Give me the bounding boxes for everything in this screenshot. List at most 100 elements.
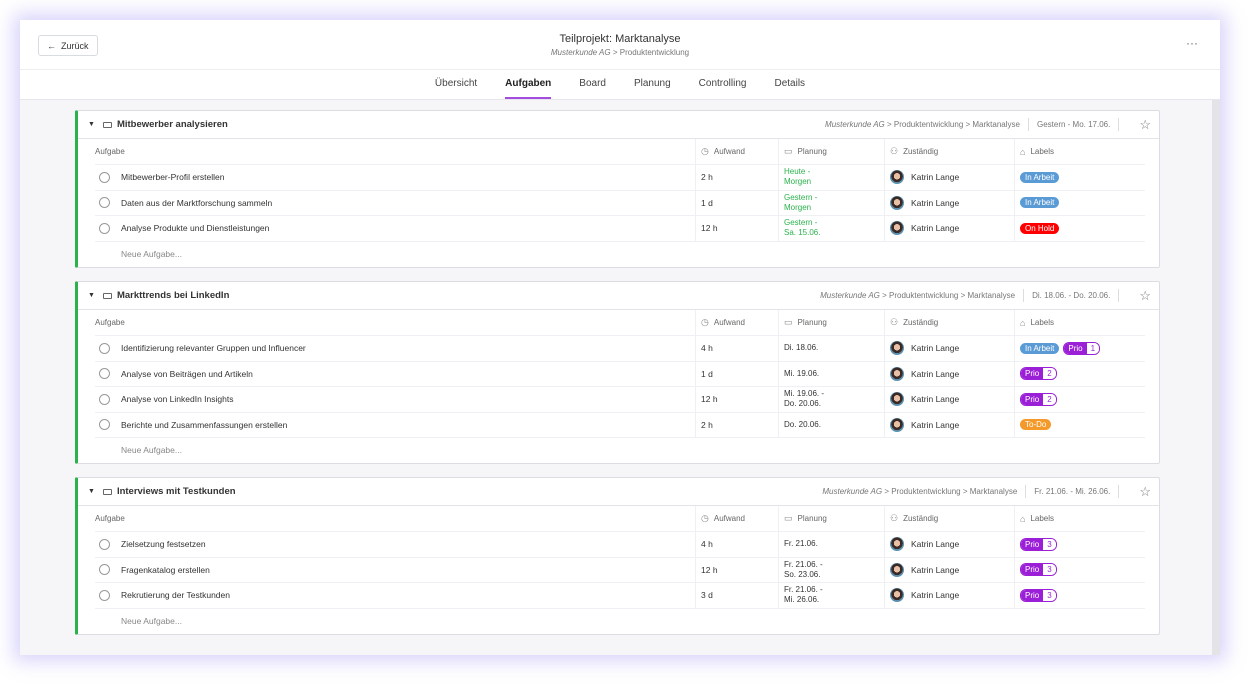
task-name[interactable]: Analyse Produkte und Dienstleistungen <box>121 223 270 234</box>
status-label[interactable]: In Arbeit <box>1020 342 1060 354</box>
complete-checkbox[interactable] <box>99 197 110 209</box>
task-labels[interactable]: To-Do <box>1014 412 1145 437</box>
prio-label[interactable]: Prio 3 <box>1020 588 1057 602</box>
task-assignee[interactable]: Katrin Lange <box>884 216 1014 241</box>
tab-controlling[interactable]: Controlling <box>698 78 747 89</box>
complete-checkbox[interactable] <box>99 342 110 354</box>
prio-label[interactable]: Prio 2 <box>1020 367 1057 381</box>
task-assignee[interactable]: Katrin Lange <box>884 412 1014 437</box>
tab-übersicht[interactable]: Übersicht <box>434 78 478 89</box>
task-row[interactable]: Fragenkatalog erstellen 12 h Fr. 21.06. … <box>95 557 1145 583</box>
task-labels[interactable]: Prio 2 <box>1014 387 1145 412</box>
task-name[interactable]: Berichte und Zusammenfassungen erstellen <box>121 419 288 430</box>
task-effort[interactable]: 4 h <box>695 532 778 557</box>
collapse-triangle-icon[interactable]: ▼ <box>88 121 95 128</box>
task-planning[interactable]: Di. 18.06. <box>778 336 884 361</box>
task-row[interactable]: Mitbewerber-Profil erstellen 2 h Heute -… <box>95 165 1145 191</box>
task-planning[interactable]: Gestern - Sa. 15.06. <box>778 216 884 241</box>
task-name[interactable]: Analyse von LinkedIn Insights <box>121 394 234 405</box>
task-planning[interactable]: Fr. 21.06. - Mi. 26.06. <box>778 583 884 608</box>
task-planning[interactable]: Mi. 19.06. <box>778 361 884 386</box>
complete-checkbox[interactable] <box>99 564 110 576</box>
task-row[interactable]: Analyse Produkte und Dienstleistungen 12… <box>95 216 1145 242</box>
group-title[interactable]: Mitbewerber analysieren <box>116 119 228 130</box>
task-row[interactable]: Analyse von Beiträgen und Artikeln 1 d M… <box>95 361 1145 387</box>
star-icon[interactable]: ☆ <box>1139 116 1151 132</box>
complete-checkbox[interactable] <box>99 419 110 431</box>
task-planning[interactable]: Do. 20.06. <box>778 412 884 437</box>
prio-label[interactable]: Prio 3 <box>1020 537 1057 551</box>
task-assignee[interactable]: Katrin Lange <box>884 361 1014 386</box>
complete-checkbox[interactable] <box>99 589 110 601</box>
star-icon[interactable]: ☆ <box>1139 483 1151 499</box>
task-assignee[interactable]: Katrin Lange <box>884 583 1014 608</box>
task-effort[interactable]: 12 h <box>695 387 778 412</box>
task-assignee[interactable]: Katrin Lange <box>884 387 1014 412</box>
task-assignee[interactable]: Katrin Lange <box>884 336 1014 361</box>
task-row[interactable]: Identifizierung relevanter Gruppen und I… <box>95 336 1145 362</box>
task-planning[interactable]: Fr. 21.06. <box>778 532 884 557</box>
task-row[interactable]: Analyse von LinkedIn Insights 12 h Mi. 1… <box>95 387 1145 413</box>
task-labels[interactable]: Prio 3 <box>1014 557 1145 582</box>
task-effort[interactable]: 12 h <box>695 216 778 241</box>
task-row[interactable]: Daten aus der Marktforschung sammeln 1 d… <box>95 190 1145 216</box>
task-name[interactable]: Identifizierung relevanter Gruppen und I… <box>121 343 306 354</box>
task-effort[interactable]: 3 d <box>695 583 778 608</box>
group-title[interactable]: Markttrends bei LinkedIn <box>116 290 230 301</box>
prio-label[interactable]: Prio 1 <box>1063 341 1101 355</box>
complete-checkbox[interactable] <box>99 393 110 405</box>
back-button[interactable]: ← Zurück <box>38 35 98 56</box>
task-labels[interactable]: Prio 2 <box>1014 361 1145 386</box>
status-label[interactable]: In Arbeit <box>1020 171 1060 183</box>
scrollbar[interactable] <box>1212 100 1220 655</box>
task-labels[interactable]: Prio 3 <box>1014 532 1145 557</box>
new-task-input[interactable]: Neue Aufgabe... <box>121 615 182 626</box>
task-row[interactable]: Rekrutierung der Testkunden 3 d Fr. 21.0… <box>95 583 1145 609</box>
complete-checkbox[interactable] <box>99 538 110 550</box>
task-effort[interactable]: 2 h <box>695 412 778 437</box>
tab-details[interactable]: Details <box>774 78 806 89</box>
task-labels[interactable]: On Hold <box>1014 216 1145 241</box>
task-effort[interactable]: 2 h <box>695 165 778 190</box>
task-effort[interactable]: 12 h <box>695 557 778 582</box>
task-labels[interactable]: In Arbeit <box>1014 190 1145 215</box>
task-assignee[interactable]: Katrin Lange <box>884 557 1014 582</box>
new-task-input[interactable]: Neue Aufgabe... <box>121 445 182 455</box>
status-label[interactable]: To-Do <box>1020 419 1052 431</box>
task-labels[interactable]: In Arbeit Prio 1 <box>1014 336 1145 361</box>
collapse-triangle-icon[interactable]: ▼ <box>88 488 95 495</box>
status-label[interactable]: In Arbeit <box>1020 197 1060 209</box>
collapse-triangle-icon[interactable]: ▼ <box>88 292 95 299</box>
task-effort[interactable]: 1 d <box>695 190 778 215</box>
task-labels[interactable]: Prio 3 <box>1014 583 1145 608</box>
task-planning[interactable]: Gestern - Morgen <box>778 190 884 215</box>
task-planning[interactable]: Fr. 21.06. - So. 23.06. <box>778 557 884 582</box>
status-label[interactable]: On Hold <box>1020 222 1060 234</box>
task-assignee[interactable]: Katrin Lange <box>884 190 1014 215</box>
task-effort[interactable]: 4 h <box>695 336 778 361</box>
new-task-input[interactable]: Neue Aufgabe... <box>121 248 182 259</box>
tab-board[interactable]: Board <box>579 78 606 89</box>
tab-planung[interactable]: Planung <box>633 78 671 89</box>
task-row[interactable]: Berichte und Zusammenfassungen erstellen… <box>95 412 1145 438</box>
task-name[interactable]: Fragenkatalog erstellen <box>121 564 210 575</box>
complete-checkbox[interactable] <box>99 368 110 380</box>
star-icon[interactable]: ☆ <box>1139 287 1151 303</box>
task-name[interactable]: Daten aus der Marktforschung sammeln <box>121 197 273 208</box>
task-labels[interactable]: In Arbeit <box>1014 165 1145 190</box>
breadcrumb-project[interactable]: Produktentwicklung <box>619 48 690 57</box>
task-planning[interactable]: Heute - Morgen <box>778 165 884 190</box>
complete-checkbox[interactable] <box>99 222 110 234</box>
breadcrumb-customer[interactable]: Musterkunde AG <box>550 48 611 57</box>
more-options-icon[interactable]: ··· <box>1186 36 1198 50</box>
task-assignee[interactable]: Katrin Lange <box>884 532 1014 557</box>
task-name[interactable]: Rekrutierung der Testkunden <box>121 590 230 601</box>
complete-checkbox[interactable] <box>99 171 110 183</box>
prio-label[interactable]: Prio 3 <box>1020 563 1057 577</box>
prio-label[interactable]: Prio 2 <box>1020 392 1057 406</box>
group-title[interactable]: Interviews mit Testkunden <box>116 486 236 497</box>
task-assignee[interactable]: Katrin Lange <box>884 165 1014 190</box>
task-planning[interactable]: Mi. 19.06. - Do. 20.06. <box>778 387 884 412</box>
task-row[interactable]: Zielsetzung festsetzen 4 h Fr. 21.06. Ka… <box>95 532 1145 558</box>
task-name[interactable]: Mitbewerber-Profil erstellen <box>121 172 225 183</box>
